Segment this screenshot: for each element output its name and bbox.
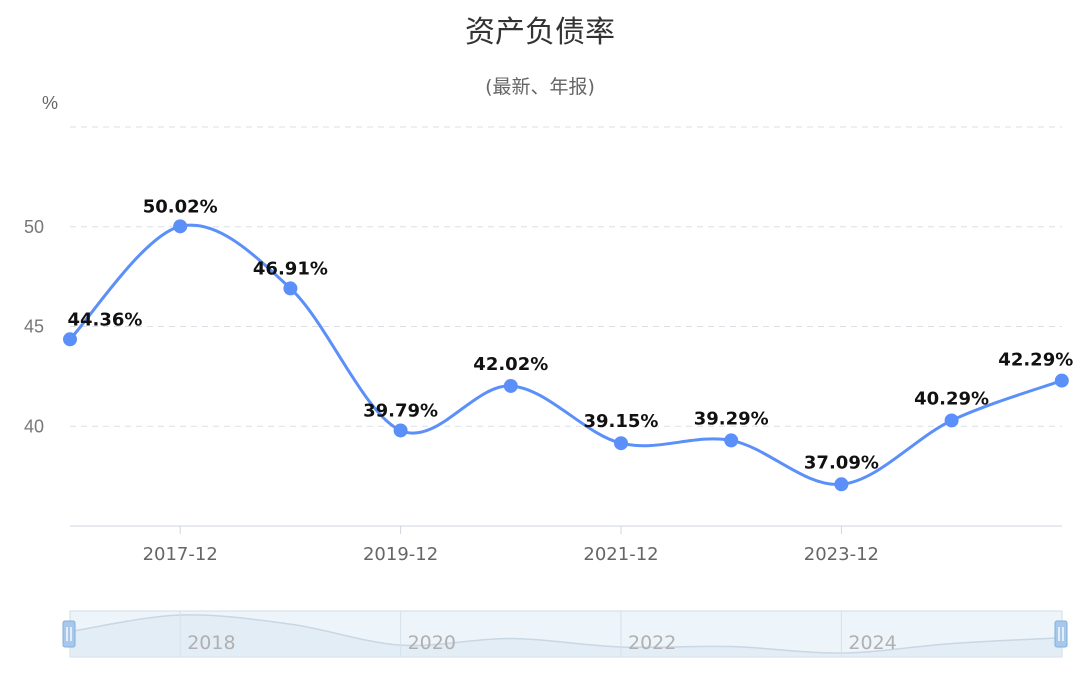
y-tick-labels: 40 45 50: [24, 217, 44, 437]
data-label: 50.02%: [143, 196, 218, 217]
data-label: 37.09%: [804, 452, 879, 473]
data-label: 39.79%: [363, 400, 438, 421]
x-tick-label: 2021-12: [583, 544, 658, 565]
x-tick-label: 2017-12: [143, 544, 218, 565]
zoom-tick-label: 2024: [848, 632, 896, 654]
data-point[interactable]: [944, 413, 959, 428]
data-point[interactable]: [1054, 373, 1069, 388]
data-label: 46.91%: [253, 258, 328, 279]
x-tick-label: 2023-12: [804, 544, 879, 565]
data-point[interactable]: [173, 219, 188, 234]
data-point[interactable]: [614, 436, 628, 451]
data-label: 42.02%: [473, 354, 548, 375]
zoom-preview-area: [70, 614, 1062, 657]
zoom-handle-right[interactable]: [1054, 620, 1068, 648]
zoom-tick-label: 2020: [408, 632, 456, 654]
chart-subtitle: (最新、年报): [485, 76, 595, 98]
data-point[interactable]: [834, 477, 849, 492]
data-point[interactable]: [393, 423, 408, 438]
chart-title: 资产负债率: [465, 15, 615, 50]
data-point[interactable]: [503, 378, 518, 393]
data-label: 39.15%: [584, 411, 659, 432]
x-tick-label: 2019-12: [363, 544, 438, 565]
data-label: 39.29%: [694, 408, 769, 429]
grid-lines: [70, 126, 1062, 427]
plot-area: 44.36% 50.02% 46.91% 39.79% 42.02% 39.15% 39.2…: [63, 196, 1073, 492]
data-label: 42.29%: [998, 350, 1073, 371]
y-axis-unit: %: [42, 93, 58, 113]
zoom-preview-line: [69, 614, 1062, 654]
y-tick-label: 45: [24, 317, 44, 337]
y-tick-label: 50: [24, 217, 44, 237]
series-line: [68, 223, 1063, 486]
zoom-tick-label: 2022: [628, 632, 676, 654]
zoom-tick-label: 2018: [187, 632, 235, 654]
data-point[interactable]: [724, 433, 739, 448]
data-label: 40.29%: [914, 388, 989, 409]
x-ticks: 2017-12 2019-12 2021-12 2023-12: [143, 526, 879, 565]
zoom-handle-left[interactable]: [62, 620, 76, 648]
data-zoom-slider[interactable]: 2018 2020 2022 2024: [62, 610, 1068, 658]
data-point[interactable]: [283, 281, 298, 296]
data-label: 44.36%: [68, 309, 143, 330]
y-tick-label: 40: [24, 416, 44, 436]
data-point[interactable]: [63, 332, 77, 347]
